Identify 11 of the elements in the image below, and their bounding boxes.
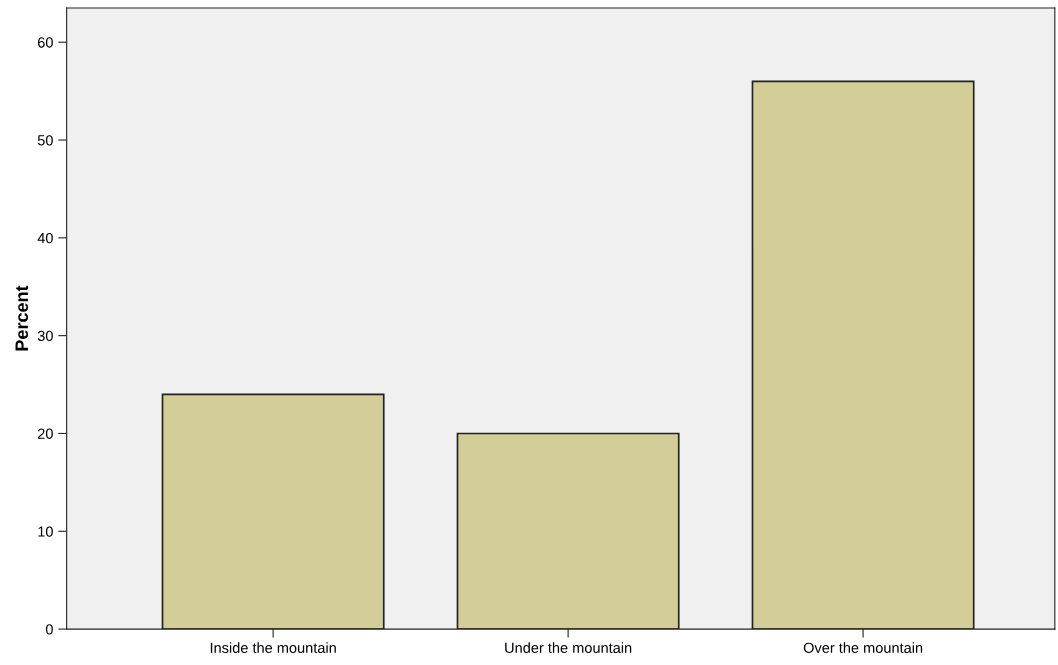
x-tick-label: Inside the mountain [210, 642, 336, 653]
y-axis-title: Percent [15, 285, 29, 351]
y-tick-label: 0 [45, 624, 53, 635]
y-tick-label: 40 [37, 232, 53, 244]
x-tick-label: Under the mountain [505, 642, 632, 653]
y-tick-label: 10 [38, 526, 53, 537]
y-tick-label: 50 [37, 135, 53, 146]
y-tick-label: 20 [37, 428, 53, 439]
x-tick-label: Over the mountain [803, 642, 923, 653]
y-tick-label: 60 [37, 37, 53, 48]
y-tick-label: 30 [37, 330, 53, 342]
